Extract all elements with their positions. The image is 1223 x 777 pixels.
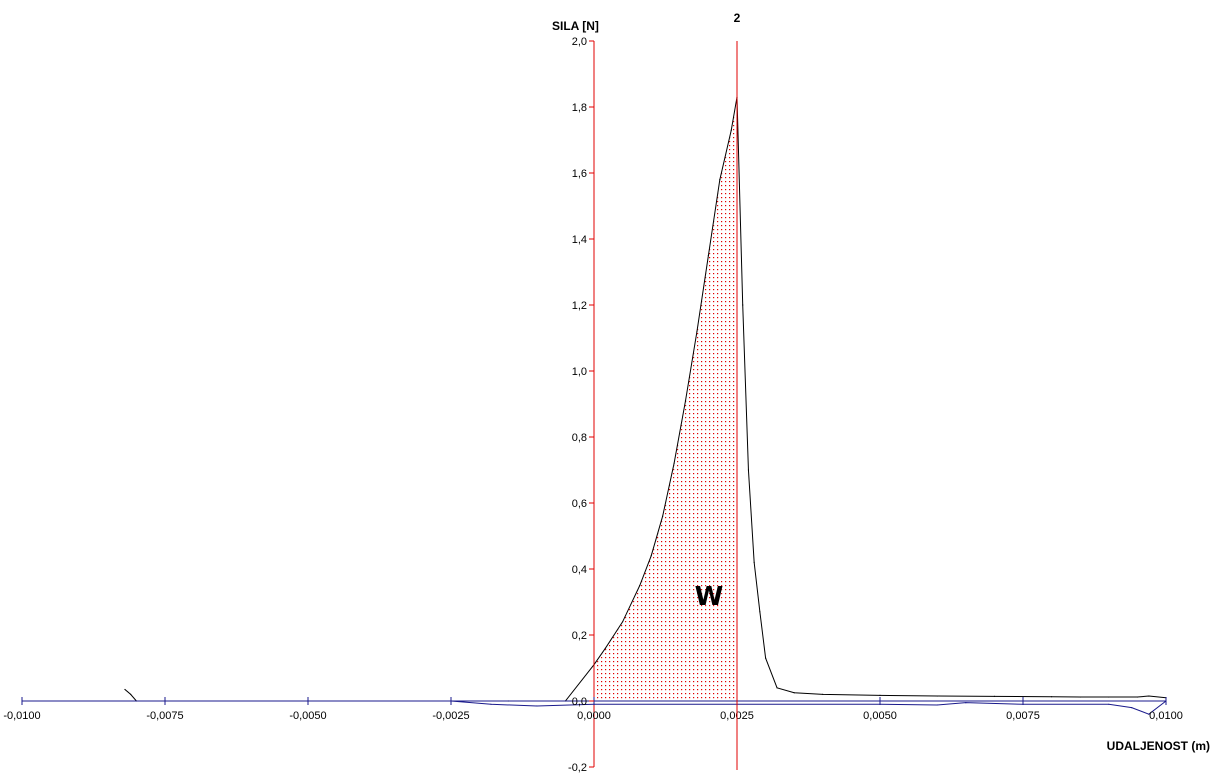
series-0-point <box>879 694 881 696</box>
series-0-point <box>753 561 755 564</box>
x-tick-label: 0,0050 <box>863 710 897 722</box>
series-0-point <box>1108 696 1110 698</box>
x-tick-label: 0,0075 <box>1006 710 1040 722</box>
y-axis-title: SILA [N] <box>552 19 599 33</box>
x-tick-label: -0,0100 <box>3 710 40 722</box>
x-tick-label: 0,0100 <box>1149 710 1183 722</box>
y-tick-label: 1,8 <box>572 102 587 114</box>
y-tick-label: 0,6 <box>572 498 587 510</box>
series-0-point <box>993 695 996 697</box>
series-0-point <box>696 330 698 332</box>
x-tick-label: 0,0000 <box>577 710 611 722</box>
shaded-work-area <box>594 97 737 702</box>
series-1-point <box>490 703 492 705</box>
y-tick-label: 0,8 <box>572 432 587 444</box>
series-0-point <box>742 304 744 306</box>
series-line-1 <box>22 700 1167 715</box>
x-tick-label: -0,0075 <box>146 710 183 722</box>
series-0-point <box>622 621 624 623</box>
series-0-point <box>1136 696 1138 698</box>
series-0-point <box>650 555 652 557</box>
series-0-point <box>719 179 721 181</box>
x-tick-label: -0,0025 <box>432 710 469 722</box>
y-tick-label: 0,2 <box>572 630 587 642</box>
series-1-point <box>1148 713 1150 715</box>
x-tick-label: -0,0050 <box>289 710 326 722</box>
y-tick-label: 0,0 <box>572 696 587 708</box>
series-0-point <box>759 611 761 613</box>
series-0-point <box>1051 696 1053 698</box>
shaded-area-label: W <box>695 582 724 612</box>
series-0-point <box>730 129 732 131</box>
series-0-point <box>662 515 664 517</box>
series-0-point <box>1079 696 1081 698</box>
series-0-point <box>747 469 750 471</box>
series-1-point <box>536 705 538 707</box>
series-0-point <box>684 400 687 402</box>
y-tick-label: 1,4 <box>572 234 587 246</box>
series-0-point <box>776 687 778 689</box>
series-0-point <box>765 657 767 659</box>
series-0-point <box>822 693 824 696</box>
series-0-point <box>130 693 132 696</box>
series-1-point <box>936 704 938 706</box>
series-0-point <box>604 647 607 649</box>
y-tick-label: -0,2 <box>568 762 587 774</box>
series-0-point <box>793 692 795 694</box>
x-axis-title: UDALJENOST (m) <box>1107 739 1210 753</box>
series-0-point <box>1148 695 1150 697</box>
series-0-point <box>936 695 938 697</box>
y-tick-label: 1,2 <box>572 300 587 312</box>
series-0-point <box>707 254 710 257</box>
series-0-point <box>124 688 126 691</box>
y-tick-label: 2,0 <box>572 36 587 48</box>
series-0-point <box>639 584 641 587</box>
series-1-point <box>1131 707 1133 709</box>
series-1-point <box>965 702 967 704</box>
reference-line-label: 2 <box>734 11 741 25</box>
y-tick-label: 0,4 <box>572 564 587 576</box>
series-1-point <box>1108 703 1110 705</box>
series-0-point <box>673 462 675 464</box>
y-tick-label: 1,6 <box>572 168 587 180</box>
y-tick-label: 1,0 <box>572 366 587 378</box>
